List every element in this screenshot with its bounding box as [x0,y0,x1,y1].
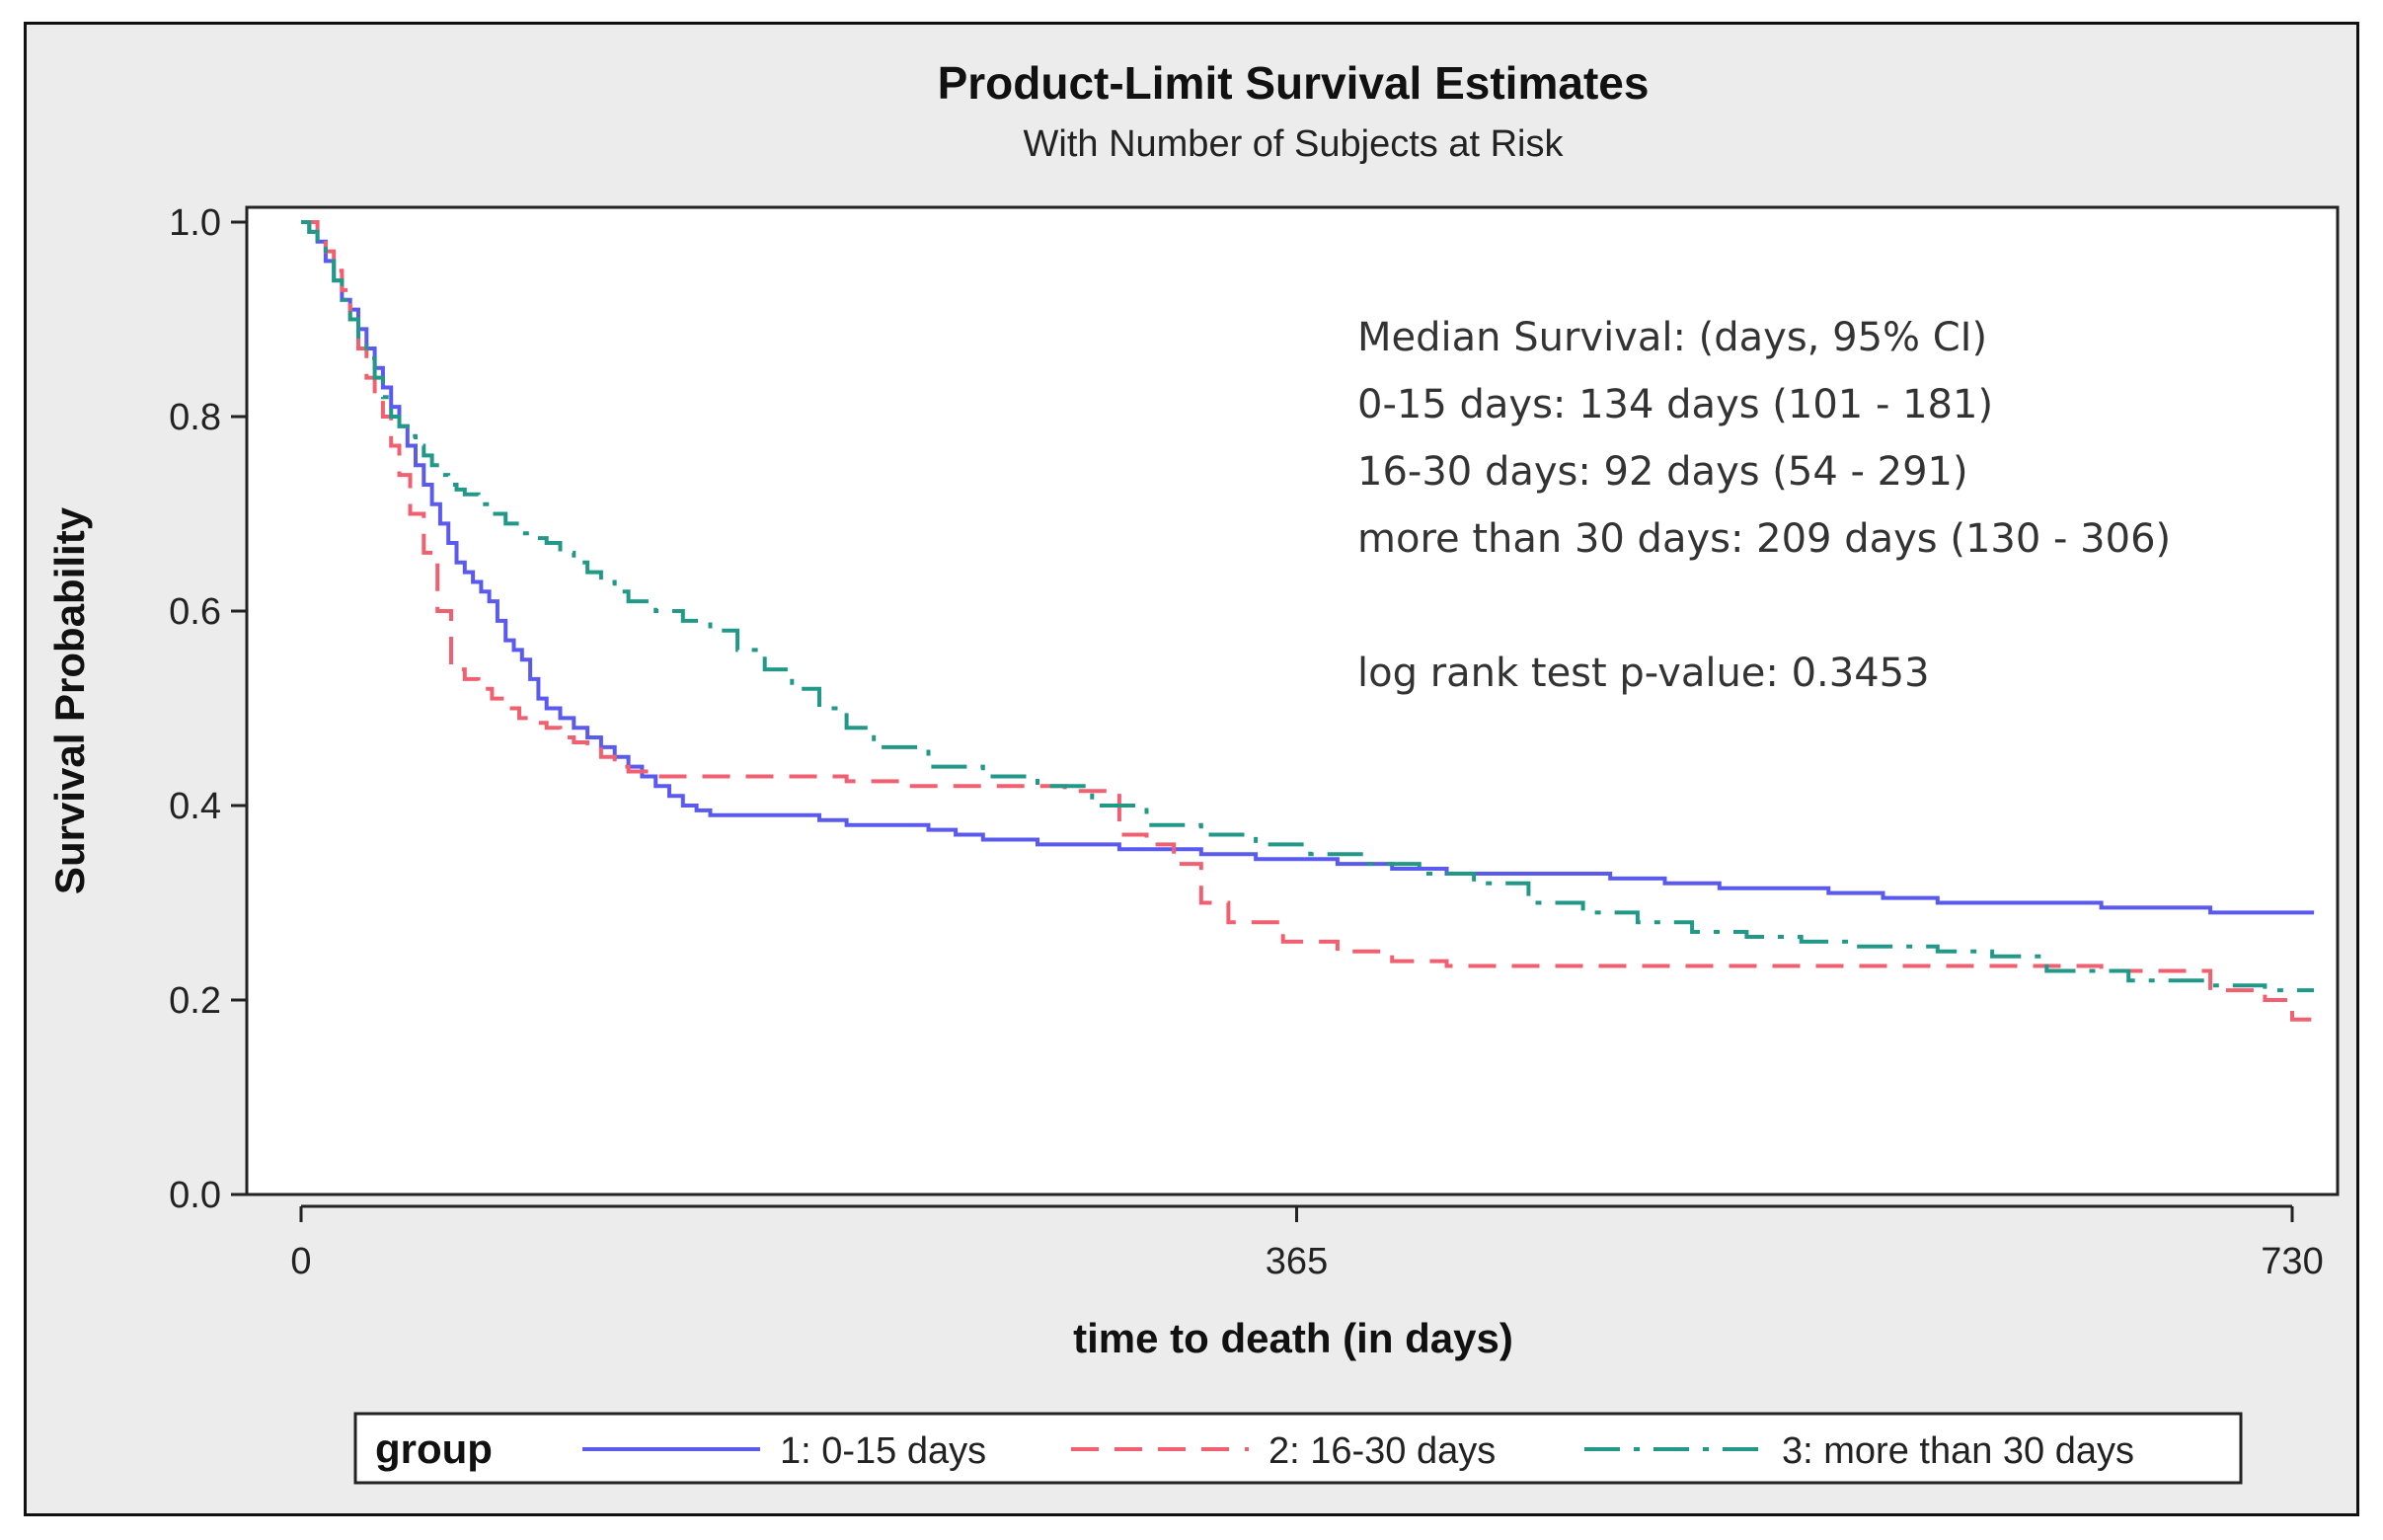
annotation-line-3: 16-30 days: 92 days (54 - 291) [1357,449,1968,495]
y-tick-label: 0.8 [169,397,221,438]
chart-title: Product-Limit Survival Estimates [938,57,1650,109]
legend-title: group [375,1425,493,1472]
x-axis-title: time to death (in days) [1073,1315,1513,1361]
annotation-line-2: 0-15 days: 134 days (101 - 181) [1357,382,1993,427]
y-tick-label: 0.0 [169,1175,221,1216]
plot-area [245,205,2340,1196]
series-line-1 [301,220,2315,915]
y-tick-label: 0.4 [169,786,221,827]
annotation-line-6: log rank test p-value: 0.3453 [1357,651,1930,696]
annotation-line-1: Median Survival: (days, 95% CI) [1357,315,1987,360]
annotation-line-4: more than 30 days: 209 days (130 - 306) [1357,516,2171,562]
y-axis: 0.0 0.2 0.4 0.6 0.8 1.0 [169,202,249,1216]
legend-label-series-3: 3: more than 30 days [1782,1430,2134,1472]
y-axis-title: Survival Probability [46,506,93,894]
y-tick-label: 0.2 [169,980,221,1022]
legend: group 1: 0-15 days 2: 16-30 days 3: more… [353,1412,2243,1485]
x-axis: 0 365 730 [290,1204,2324,1282]
legend-label-series-2: 2: 16-30 days [1268,1430,1496,1472]
x-tick-label: 730 [2261,1241,2323,1282]
y-tick-label: 1.0 [169,202,221,244]
legend-label-series-1: 1: 0-15 days [780,1430,986,1472]
series-layer [301,220,2315,1022]
series-line-3 [301,220,2315,993]
x-tick-label: 365 [1266,1241,1328,1282]
x-tick-label: 0 [290,1241,311,1282]
chart-subtitle: With Number of Subjects at Risk [1024,123,1565,165]
y-tick-label: 0.6 [169,591,221,633]
annotation-block: Median Survival: (days, 95% CI) 0-15 day… [1357,315,2171,696]
